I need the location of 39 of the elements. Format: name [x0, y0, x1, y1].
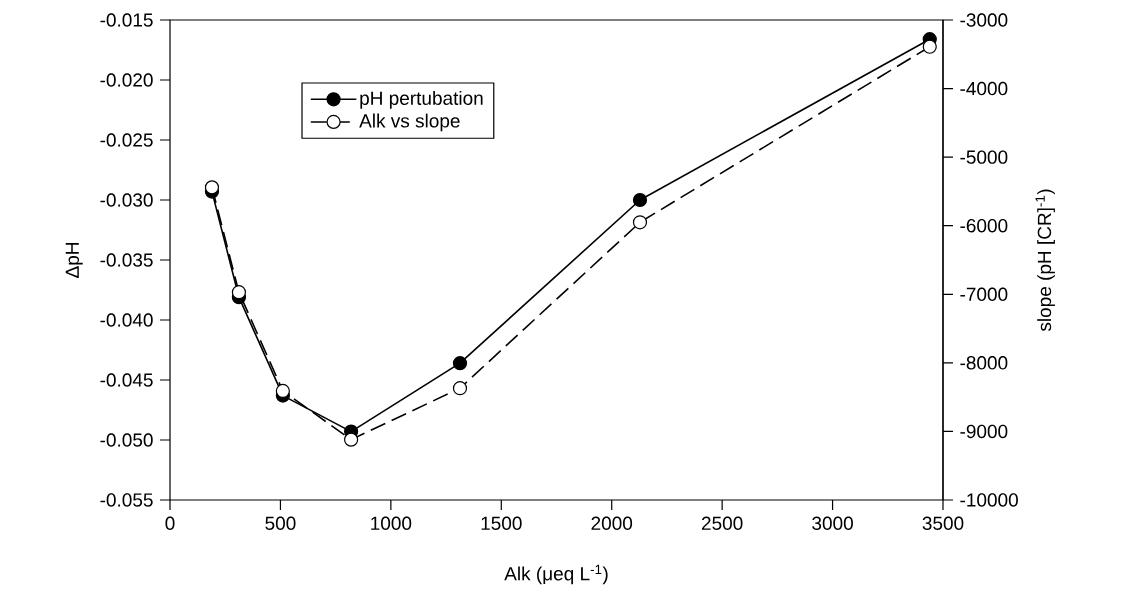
point: [275, 383, 290, 399]
legend-label: pH pertubation: [360, 91, 483, 109]
y-tick-label: -0.025: [100, 133, 153, 147]
y2-tick-label: -7000: [960, 287, 1008, 302]
y2-tick-label: -9000: [960, 424, 1008, 439]
y-tick-label: -0.020: [100, 73, 153, 87]
y-tick-label: -0.035: [100, 253, 153, 267]
y2-tick-label: -10000: [960, 493, 1018, 507]
y-tick-label: -0.050: [100, 433, 153, 447]
y2-tick-label: -5000: [960, 150, 1008, 164]
y-tick-label: -0.015: [100, 13, 153, 27]
x-tick-label: 0: [165, 516, 175, 530]
x-tick-label: 500: [265, 516, 296, 530]
y-axis-title: ΔpH: [65, 243, 83, 278]
legend-label: Alk vs slope: [359, 113, 460, 132]
y2-tick-label: -8000: [960, 356, 1008, 370]
y2-tick-label: -6000: [960, 218, 1008, 233]
x-tick-label: 1500: [481, 516, 522, 530]
x-tick-label: 1000: [371, 516, 412, 530]
point: [204, 180, 220, 195]
point: [344, 432, 359, 447]
y-tick-label: -0.040: [100, 313, 153, 327]
point: [922, 39, 937, 54]
point: [231, 285, 247, 300]
x-axis-title: Alk (μeq L$^{-1}$): [504, 564, 608, 585]
x-tick-label: 2000: [591, 516, 633, 530]
y2-axis-title: slope (pH [CR]$^{-1}$): [1035, 189, 1055, 332]
y-tick-label: -0.030: [100, 193, 153, 207]
y-tick-label: -0.055: [100, 493, 153, 507]
point: [452, 356, 468, 371]
x-tick-label: 3500: [922, 516, 964, 530]
point: [452, 381, 468, 396]
x-tick-label: 2500: [701, 516, 743, 530]
y-tick-label: -0.045: [100, 373, 153, 387]
y2-tick-label: -4000: [960, 81, 1008, 96]
y2-tick-label: -3000: [960, 13, 1008, 27]
point: [632, 192, 648, 208]
point: [632, 215, 648, 230]
x-tick-label: 3000: [812, 516, 853, 530]
